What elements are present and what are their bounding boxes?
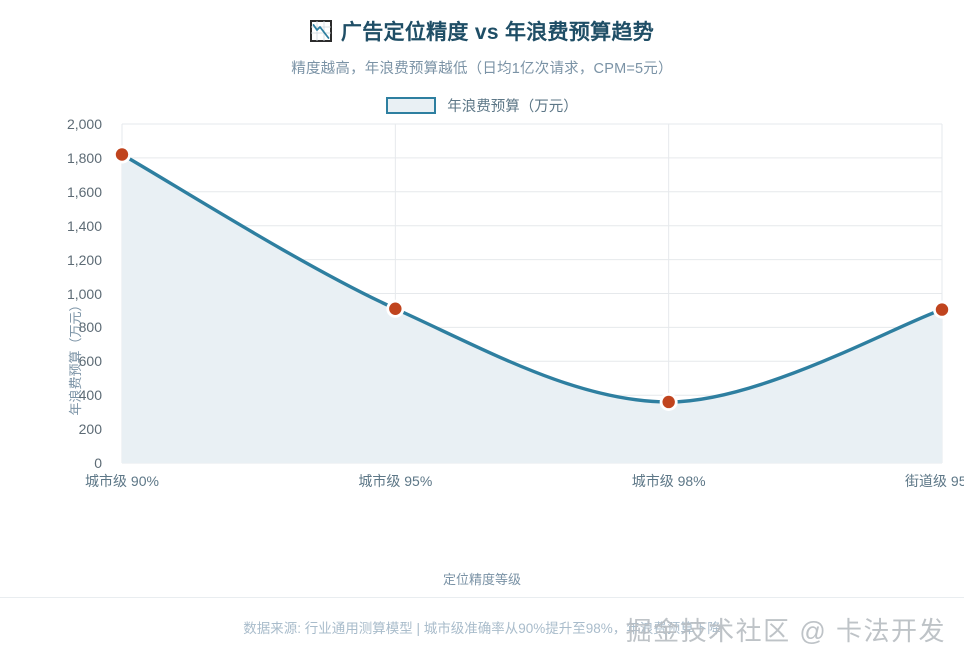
y-axis-tick: 1,000	[66, 285, 102, 302]
legend-label-waste-budget[interactable]: 年浪费预算（万元）	[447, 99, 578, 115]
line-chart-down-icon	[309, 20, 332, 42]
y-axis-tick: 1,800	[66, 149, 102, 166]
data-point-marker[interactable]: 城市级 95%: 910	[386, 299, 405, 318]
x-axis-title: 定位精度等级	[442, 572, 521, 587]
y-axis-tick: 600	[78, 353, 102, 370]
x-axis-tick: 城市级 95%	[358, 473, 433, 489]
y-axis-tick: 800	[78, 319, 102, 336]
chart-subtitle: 精度越高，年浪费预算越低（日均1亿次请求，CPM=5元）	[291, 61, 673, 77]
x-axis-tick-labels: 城市级 90% 城市级 95% 城市级 98% 街道级 95%	[85, 471, 964, 495]
y-axis-tick-labels: 0 200 400 600 800 1,000 1,200 1,400 1,600 1,800 2,…	[0, 116, 112, 471]
x-axis-tick: 城市级 90%	[85, 473, 159, 489]
data-point-marker[interactable]: 城市级 98%: 360	[659, 392, 678, 411]
chart-footer: 数据来源: 行业通用测算模型 | 城市级准确率从90%提升至98%，年浪费预算下…	[0, 597, 964, 656]
footer-note: 数据来源: 行业通用测算模型 | 城市级准确率从90%提升至98%，年浪费预算下…	[243, 621, 721, 636]
y-axis-tick: 2,000	[66, 116, 102, 132]
x-axis-tick: 城市级 98%	[631, 473, 706, 489]
y-axis-tick: 1,600	[66, 183, 102, 200]
data-point-marker[interactable]: 城市级 90%: 1820	[113, 145, 131, 164]
y-axis-tick: 1,400	[66, 217, 102, 234]
chart-header: 广告定位精度 vs 年浪费预算趋势 精度越高，年浪费预算越低（日均1亿次请求，C…	[0, 0, 964, 78]
y-axis-tick: 0	[94, 455, 102, 471]
plot-wrapper: 年浪费预算（万元） 0 200 400 600 800 1,000 1,200 1,400 1,…	[0, 116, 964, 597]
legend-swatch-waste-budget[interactable]	[386, 97, 437, 114]
chart-legend: 年浪费预算（万元）	[0, 95, 964, 116]
y-axis-tick: 200	[78, 421, 102, 438]
x-axis-tick: 街道级 95%	[905, 473, 964, 489]
area-chart-svg: 城市级 90%: 1820 城市级 95%: 910 城市级 98%: 360 街道级…	[113, 124, 951, 463]
y-axis-tick: 400	[78, 387, 102, 404]
y-axis-tick: 1,200	[66, 251, 102, 268]
area-fill	[122, 154, 942, 463]
data-point-marker[interactable]: 街道级 95%: 905	[933, 300, 951, 319]
page-title: 广告定位精度 vs 年浪费预算趋势	[340, 21, 655, 44]
title-row: 广告定位精度 vs 年浪费预算趋势	[0, 16, 964, 46]
series-line-waste-budget	[122, 155, 942, 402]
plot-area: 城市级 90%: 1820 城市级 95%: 910 城市级 98%: 360 街道级…	[113, 124, 951, 463]
